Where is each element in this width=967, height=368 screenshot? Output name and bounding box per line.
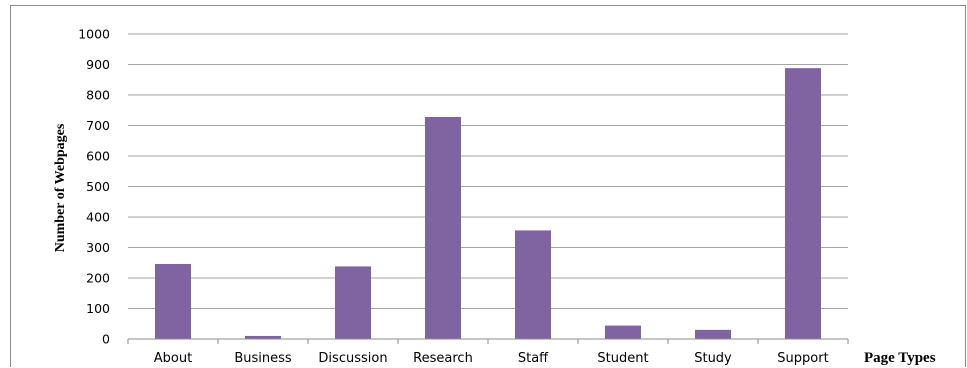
y-tick-label: 100 xyxy=(86,301,110,316)
bar-support xyxy=(785,68,821,339)
x-axis-ticks: About Business Discussion Research Staff Stud… xyxy=(127,339,849,366)
y-tick-label: 900 xyxy=(86,57,110,72)
y-axis-ticks: 0 100 200 300 400 500 600 700 800 900 1000 xyxy=(78,27,110,347)
bars xyxy=(155,68,821,340)
y-tick-label: 300 xyxy=(86,240,110,255)
x-tick-label: Research xyxy=(413,351,473,366)
y-tick-label: 700 xyxy=(86,118,110,133)
x-tick-label: Student xyxy=(597,351,648,366)
y-tick-label: 0 xyxy=(102,332,110,347)
bar-staff xyxy=(515,230,551,339)
bar-student xyxy=(605,325,641,339)
x-tick-label: Study xyxy=(694,351,732,366)
bar-discussion xyxy=(335,266,371,339)
x-tick-label: Support xyxy=(777,351,828,366)
y-axis-label: Number of Webpages xyxy=(53,123,68,252)
bar-research xyxy=(425,116,461,340)
x-tick-label: About xyxy=(154,351,192,366)
bar-study xyxy=(695,329,731,339)
x-tick-label: Staff xyxy=(518,351,549,366)
bar-about xyxy=(155,263,191,339)
y-tick-label: 600 xyxy=(86,149,110,164)
x-axis-label: Page Types xyxy=(864,350,936,366)
y-tick-label: 200 xyxy=(86,271,110,286)
x-tick-label: Business xyxy=(234,351,292,366)
gridlines xyxy=(128,33,848,309)
bar-business xyxy=(245,335,281,339)
y-tick-label: 400 xyxy=(86,210,110,225)
y-tick-label: 500 xyxy=(86,179,110,194)
y-tick-label: 800 xyxy=(86,88,110,103)
y-tick-label: 1000 xyxy=(78,27,110,42)
x-tick-label: Discussion xyxy=(318,351,387,366)
